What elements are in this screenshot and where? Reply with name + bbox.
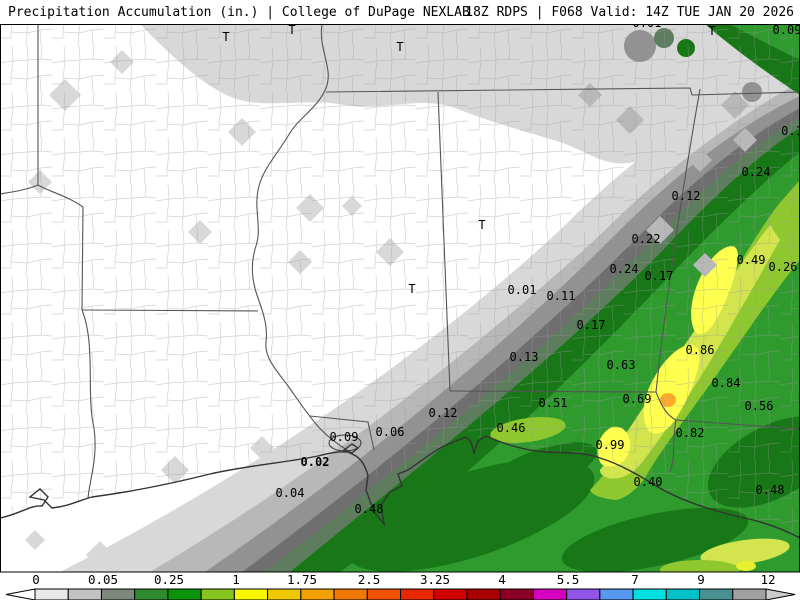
map-value-label: 0.40 [634, 475, 663, 489]
map-value-label: 0.01 [633, 16, 662, 30]
colorbar-segment [599, 588, 634, 600]
map-value-label: 0.11 [547, 289, 576, 303]
map-value-label: 0.26 [769, 260, 798, 274]
al-fl-border [449, 390, 657, 393]
colorbar-segment [433, 588, 468, 600]
tx-ar-border [81, 206, 84, 311]
la-ms-border [309, 415, 375, 451]
colorbar-segment [632, 588, 667, 600]
state-borders [1, 25, 799, 499]
colorbar-segment [67, 588, 102, 600]
ar-la-border [81, 309, 259, 312]
colorbar-tick: 9 [697, 572, 705, 587]
map-value-label: 0.1 [781, 124, 800, 138]
colorbar-segment [300, 588, 335, 600]
trace-label: T [478, 218, 485, 232]
gulf-coastline [1, 434, 799, 539]
ms-al-border [437, 91, 451, 392]
colorbar-segment [200, 588, 235, 600]
colorbar-tick: 1.75 [287, 572, 317, 587]
colorbar-right-arrow [765, 588, 796, 600]
colorbar-segment [665, 588, 701, 600]
colorbar-segment [100, 588, 136, 600]
map-value-label: 0.49 [737, 253, 766, 267]
trace-label: T [396, 40, 403, 54]
colorbar-segment [134, 588, 169, 600]
colorbar-segment [333, 588, 368, 600]
map-value-label: 0.51 [539, 396, 568, 410]
ga-fl-border [655, 391, 799, 430]
colorbar-segment [267, 588, 302, 600]
trace-label: T [708, 24, 715, 38]
county-boundaries [1, 25, 799, 538]
map-value-label: 0.24 [610, 262, 639, 276]
colorbar-segment [400, 588, 435, 600]
map-value-label: 0.63 [607, 358, 636, 372]
colorbar-segment [732, 588, 767, 600]
colorbar-tick: 0.25 [154, 572, 184, 587]
map-value-label: 0.86 [686, 343, 715, 357]
trace-label: T [222, 30, 229, 44]
map-value-label: 0.06 [376, 425, 405, 439]
red-river-border [1, 184, 84, 208]
colorbar-segment [699, 588, 734, 600]
colorbar-segment [167, 588, 202, 600]
map-value-label: 0.48 [756, 483, 785, 497]
map-value-label: 0.22 [632, 232, 661, 246]
colorbar-tick: 4 [498, 572, 506, 587]
map-value-label: 0.01 [508, 283, 537, 297]
colorbar-segment [233, 588, 269, 600]
map-value-label: 0.24 [742, 165, 771, 179]
map-value-label: 0.02 [301, 455, 330, 469]
precip-value-labels: 0.01 0.09 0.1 0.24 0.12 0.22 0.24 0.17 0.49 0.26 0… [276, 16, 800, 516]
colorbar-segment [566, 588, 601, 600]
map-value-label: 0.46 [497, 421, 526, 435]
colorbar-tick: 12 [760, 572, 775, 587]
colorbar-segment [466, 588, 501, 600]
map-value-label: 0.56 [745, 399, 774, 413]
map-value-label: 0.13 [510, 350, 539, 364]
colorbar-tick: 5.5 [557, 572, 580, 587]
map-value-label: 0.17 [645, 269, 674, 283]
map-value-label: 0.48 [355, 502, 384, 516]
colorbar-segment [34, 588, 69, 600]
colorbar-tick: 3.25 [420, 572, 450, 587]
map-value-label: 0.17 [577, 318, 606, 332]
colorbar-tick: 1 [232, 572, 240, 587]
map-value-label: 0.09 [773, 23, 800, 37]
al-ga-border [655, 88, 701, 393]
colorbar-segment [532, 588, 568, 600]
map-value-label: 0.99 [596, 438, 625, 452]
colorbar-tick: 7 [631, 572, 639, 587]
map-value-label: 0.12 [672, 189, 701, 203]
trace-label: T [408, 282, 415, 296]
colorbar-tick: 2.5 [358, 572, 381, 587]
colorbar-left-arrow [5, 588, 36, 600]
trace-label: T [288, 23, 295, 37]
colorbar-tick: 0 [32, 572, 40, 587]
map-value-label: 0.82 [676, 426, 705, 440]
mississippi-river [251, 25, 353, 454]
apalachicola-river [669, 419, 677, 473]
colorbar-segment [366, 588, 402, 600]
precip-field: 0.01 0.09 0.1 0.24 0.12 0.22 0.24 0.17 0.49 0.26 0… [1, 16, 800, 572]
tx-la-border [81, 309, 96, 499]
colorbar-segment [499, 588, 534, 600]
map-value-label: 0.12 [429, 406, 458, 420]
map-value-label: 0.04 [276, 486, 305, 500]
map-value-label: 0.84 [712, 376, 741, 390]
map-value-label: 0.69 [623, 392, 652, 406]
colorbar-tick-labels: 0 0.05 0.25 1 1.75 2.5 3.25 4 5.5 7 9 12 [32, 572, 775, 587]
map-title: Precipitation Accumulation (in.) | Colle… [8, 5, 470, 20]
tennessee-border [325, 87, 799, 96]
colorbar [34, 588, 767, 600]
map-value-label: 0.09 [330, 430, 359, 444]
colorbar-tick: 0.05 [88, 572, 118, 587]
model-run-info: 18Z RDPS | F068 Valid: 14Z TUE JAN 20 20… [465, 5, 794, 20]
